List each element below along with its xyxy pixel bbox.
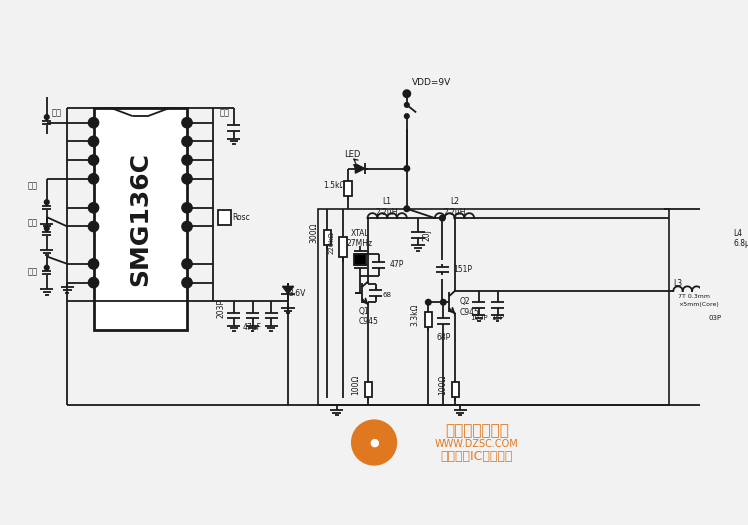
Circle shape	[182, 278, 192, 288]
Bar	[218, 209, 231, 225]
Text: SMG136C: SMG136C	[128, 152, 153, 286]
Text: 103P: 103P	[470, 315, 488, 321]
Text: 维库电子市场网: 维库电子市场网	[445, 423, 509, 438]
Text: 47μF: 47μF	[243, 323, 262, 332]
Circle shape	[182, 118, 192, 128]
Text: 220kΩ: 220kΩ	[329, 231, 335, 254]
Text: Q1
C945: Q1 C945	[359, 307, 379, 326]
Text: ×5mm(Core): ×5mm(Core)	[678, 302, 719, 307]
Circle shape	[404, 166, 410, 171]
Text: Q2
C945: Q2 C945	[459, 297, 479, 317]
Text: WWW.DZSC.COM: WWW.DZSC.COM	[435, 439, 519, 449]
Text: 03P: 03P	[709, 315, 722, 321]
Circle shape	[88, 278, 99, 288]
Text: 100Ω: 100Ω	[438, 374, 447, 395]
Circle shape	[88, 136, 99, 146]
Text: 右转: 右转	[51, 108, 61, 117]
Circle shape	[182, 174, 192, 184]
Text: 100Ω: 100Ω	[351, 374, 360, 395]
Text: 7T 0.3mm: 7T 0.3mm	[678, 294, 710, 299]
Text: 68: 68	[383, 292, 392, 298]
Text: L3: L3	[673, 279, 683, 288]
Circle shape	[182, 259, 192, 269]
Text: 15P: 15P	[491, 315, 504, 321]
Text: 1.5kΩ: 1.5kΩ	[324, 181, 346, 190]
Circle shape	[88, 203, 99, 213]
Circle shape	[352, 420, 396, 465]
Circle shape	[44, 115, 49, 119]
Text: 151P: 151P	[453, 265, 473, 274]
Circle shape	[88, 155, 99, 165]
Text: 68P: 68P	[436, 333, 450, 342]
Text: 47P: 47P	[390, 260, 405, 269]
Polygon shape	[355, 164, 365, 173]
Circle shape	[441, 299, 446, 305]
Circle shape	[182, 222, 192, 232]
Circle shape	[182, 136, 192, 146]
Text: L4
6.8μH: L4 6.8μH	[733, 229, 748, 248]
Circle shape	[88, 259, 99, 269]
Text: L2
2.2μH: L2 2.2μH	[444, 197, 466, 216]
Text: 203P: 203P	[216, 299, 225, 318]
Text: XTAL
27MHz: XTAL 27MHz	[347, 229, 373, 248]
Bar	[344, 181, 352, 196]
Text: 3.6V: 3.6V	[289, 289, 306, 298]
Text: LED: LED	[344, 150, 361, 159]
Circle shape	[88, 222, 99, 232]
Text: 左转: 左转	[219, 108, 230, 117]
Circle shape	[405, 102, 409, 107]
Circle shape	[405, 114, 409, 119]
Circle shape	[44, 226, 49, 230]
Text: 前进: 前进	[28, 218, 37, 227]
Circle shape	[88, 118, 99, 128]
Text: VDD=9V: VDD=9V	[411, 78, 451, 87]
Bar	[340, 237, 347, 257]
Text: 20J: 20J	[423, 229, 432, 241]
Circle shape	[44, 265, 49, 270]
Circle shape	[426, 299, 431, 305]
Bar	[324, 230, 331, 245]
Bar	[365, 382, 373, 397]
Circle shape	[44, 200, 49, 205]
Circle shape	[182, 203, 192, 213]
Text: 全球最大IC采购网站: 全球最大IC采购网站	[441, 450, 513, 463]
Bar	[452, 382, 459, 397]
Circle shape	[403, 90, 411, 98]
Polygon shape	[283, 286, 294, 294]
Text: 加速: 加速	[28, 267, 37, 276]
Text: 3.3kΩ: 3.3kΩ	[411, 303, 420, 326]
Text: L1
2.2μH: L1 2.2μH	[376, 197, 399, 216]
Text: 300Ω: 300Ω	[310, 223, 319, 243]
Circle shape	[182, 155, 192, 165]
Circle shape	[440, 215, 445, 221]
Text: ●: ●	[370, 437, 379, 447]
Circle shape	[88, 174, 99, 184]
Circle shape	[404, 206, 410, 212]
Text: 后退: 后退	[28, 182, 37, 191]
Bar	[355, 254, 366, 265]
Bar	[318, 209, 669, 405]
Bar	[94, 108, 187, 330]
Bar	[425, 312, 432, 327]
Text: Rosc: Rosc	[232, 213, 250, 222]
